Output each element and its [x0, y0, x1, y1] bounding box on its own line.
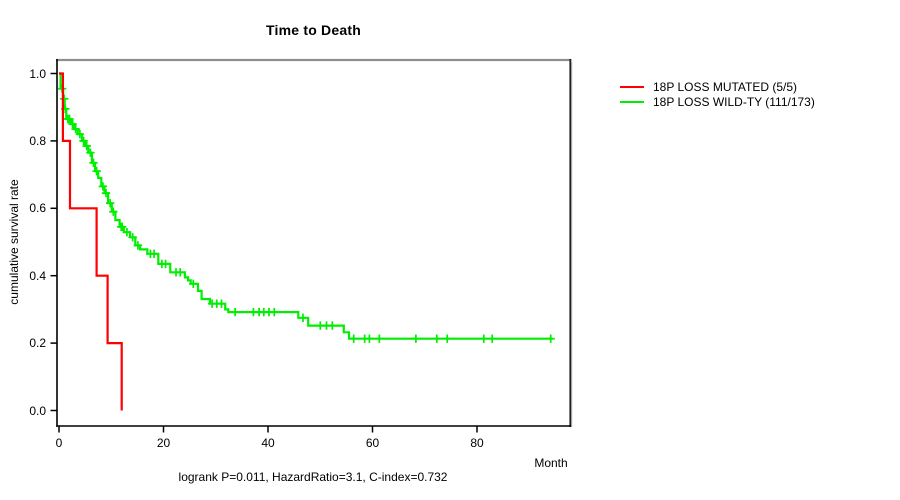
- chart-title: Time to Death: [266, 22, 361, 38]
- censor-tick-wildtype: [128, 233, 137, 242]
- censor-tick-wildtype: [217, 299, 226, 308]
- legend-item-wildtype: 18P LOSS WILD-TY (111/173): [620, 94, 815, 109]
- censor-tick-wildtype: [122, 228, 132, 237]
- censor-tick-wildtype: [411, 334, 421, 343]
- censor-tick-wildtype: [109, 207, 118, 216]
- censor-tick-wildtype: [479, 334, 488, 343]
- legend-line-red-icon: [620, 85, 644, 88]
- censor-tick-wildtype: [488, 334, 497, 343]
- censor-tick-wildtype: [118, 222, 127, 231]
- censor-tick-wildtype: [161, 259, 170, 269]
- censor-tick-wildtype: [101, 188, 111, 198]
- curve-wildtype: [59, 72, 553, 340]
- censor-tick-wildtype: [60, 94, 69, 103]
- censor-tick-wildtype: [89, 158, 98, 167]
- legend-label-wildtype: 18P LOSS WILD-TY (111/173): [653, 94, 815, 109]
- legend-item-mutated: 18P LOSS MUTATED (5/5): [620, 79, 815, 94]
- censor-tick-wildtype: [298, 313, 308, 322]
- censor-tick-wildtype: [133, 241, 143, 250]
- plot-box: [56, 58, 573, 427]
- censor-tick-wildtype: [75, 130, 85, 139]
- censor-tick-wildtype: [149, 249, 159, 258]
- censor-tick-wildtype: [106, 199, 115, 208]
- censor-tick-wildtype: [349, 334, 358, 343]
- censor-tick-wildtype: [86, 148, 95, 157]
- censor-tick-wildtype: [443, 334, 452, 343]
- x-axis-title: Month: [534, 456, 568, 470]
- curve-mutated: [59, 72, 123, 411]
- censor-tick-wildtype: [71, 124, 80, 134]
- censor-tick-wildtype: [79, 136, 88, 146]
- censor-tick-wildtype: [328, 321, 337, 330]
- censor-tick-wildtype: [365, 334, 374, 343]
- stats-footnote: logrank P=0.011, HazardRatio=3.1, C-inde…: [178, 470, 448, 484]
- legend-label-mutated: 18P LOSS MUTATED (5/5): [653, 79, 798, 94]
- censor-tick-wildtype: [176, 268, 185, 277]
- censor-tick-wildtype: [230, 307, 240, 317]
- legend-line-green-icon: [620, 100, 644, 103]
- censor-tick-wildtype: [98, 182, 108, 191]
- censor-tick-wildtype: [546, 334, 555, 343]
- censor-tick-wildtype: [189, 279, 198, 288]
- censor-tick-wildtype: [270, 307, 279, 317]
- axis-ticks: [50, 72, 478, 433]
- censor-tick-wildtype: [68, 119, 77, 129]
- censor-tick-wildtype: [92, 167, 101, 176]
- censor-tick-wildtype: [432, 334, 441, 343]
- censor-tick-wildtype: [82, 141, 91, 151]
- legend: 18P LOSS MUTATED (5/5) 18P LOSS WILD-TY …: [620, 79, 815, 109]
- censor-tick-wildtype: [65, 114, 74, 124]
- survival-curves: [57, 72, 555, 411]
- censor-tick-wildtype: [375, 334, 384, 343]
